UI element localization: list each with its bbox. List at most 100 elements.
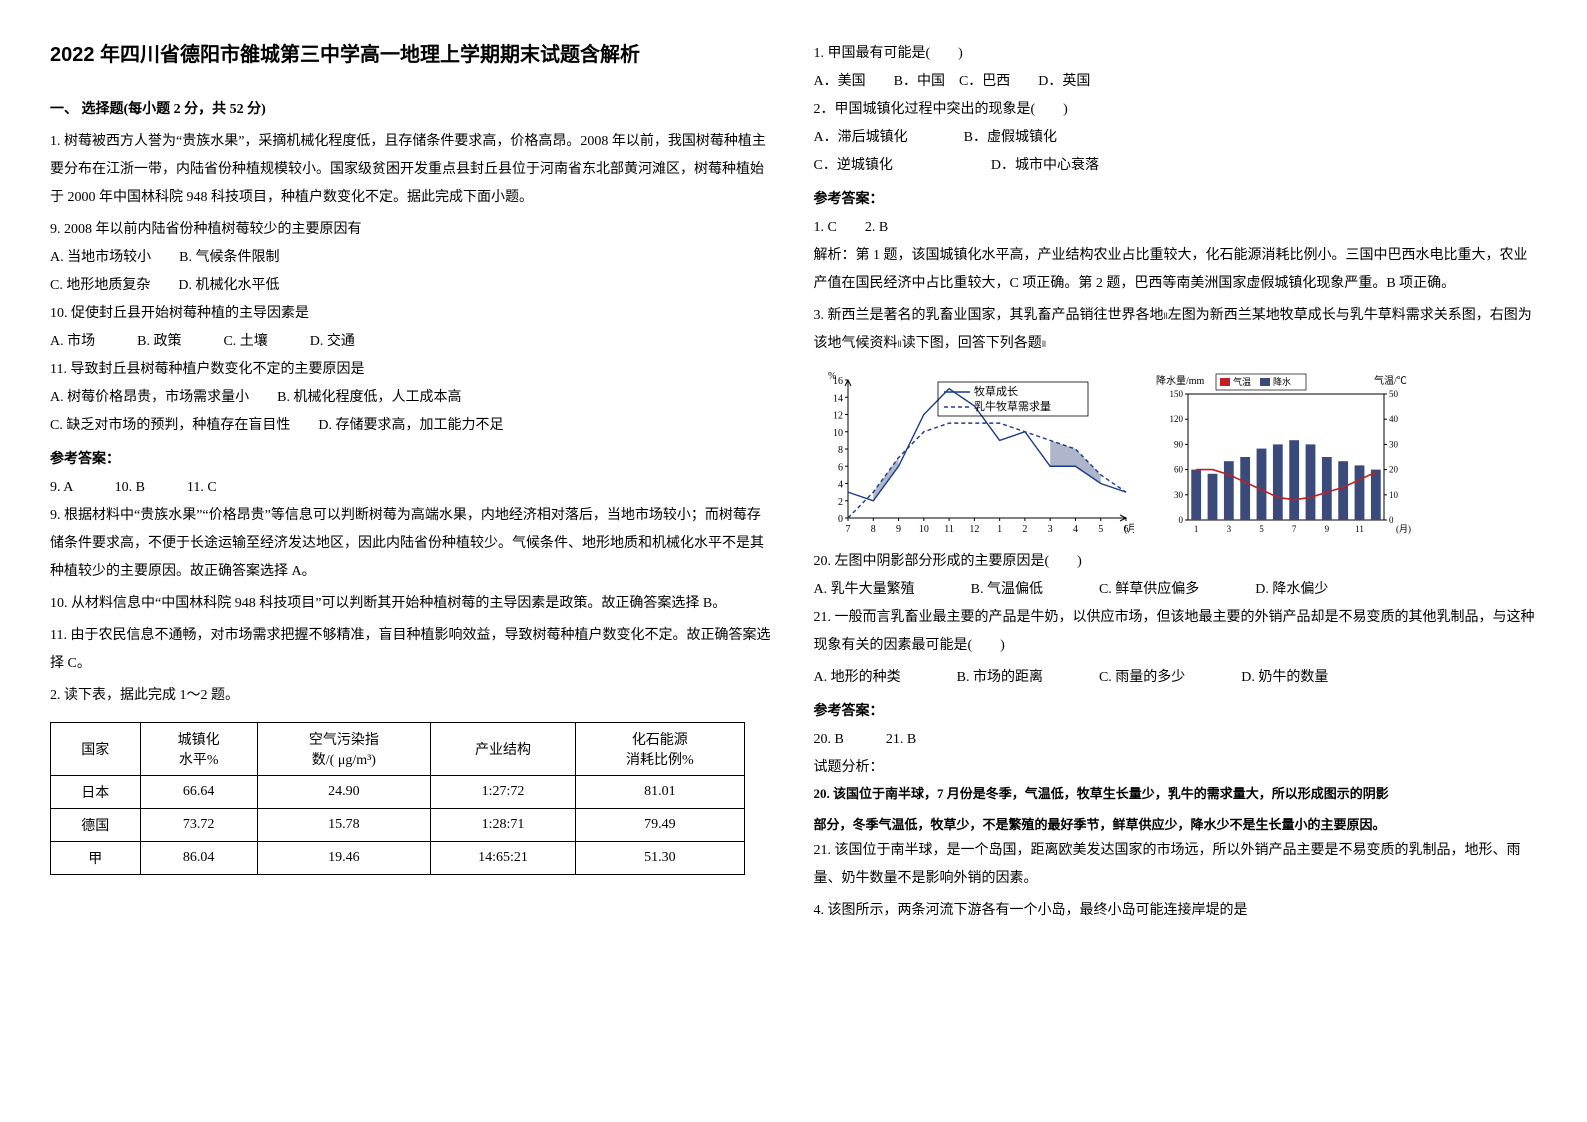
table-cell: 日本	[51, 776, 141, 809]
table-cell: 甲	[51, 842, 141, 875]
svg-text:气温: 气温	[1233, 376, 1251, 387]
q11-stem: 11. 导致封丘县树莓种植户数变化不定的主要原因是	[50, 356, 774, 384]
svg-text:4: 4	[838, 480, 843, 491]
svg-text:气温/℃: 气温/℃	[1374, 374, 1407, 387]
q3-exp20: 20. 该国位于南半球，7 月份是冬季，气温低，牧草生长量少，乳牛的需求量大，所…	[814, 782, 1538, 807]
table-cell: 德国	[51, 809, 141, 842]
q2-intro: 2. 读下表，据此完成 1～2 题。	[50, 682, 774, 710]
table-cell: 15.78	[257, 809, 430, 842]
table-cell: 14:65:21	[430, 842, 575, 875]
q2-sub2-opts2: C．逆城镇化 D．城市中心衰落	[814, 152, 1538, 180]
climate-chart: 0306090120150降水量/mm01020304050气温/℃135791…	[1154, 370, 1414, 540]
q2-sub1-opts: A．美国 B．中国 C．巴西 D．英国	[814, 68, 1538, 96]
page-title: 2022 年四川省德阳市雒城第三中学高一地理上学期期末试题含解析	[50, 40, 774, 70]
svg-text:9: 9	[1324, 524, 1329, 534]
q2-exp: 解析：第 1 题，该国城镇化水平高，产业结构农业占比重较大，化石能源消耗比例小。…	[814, 242, 1538, 298]
svg-text:7: 7	[1291, 524, 1296, 534]
svg-text:3: 3	[1047, 524, 1052, 535]
table-header: 国家	[51, 723, 141, 776]
svg-text:降水量/mm: 降水量/mm	[1156, 374, 1205, 387]
table-row: 德国73.7215.781:28:7179.49	[51, 809, 745, 842]
svg-text:10: 10	[1389, 490, 1399, 500]
svg-text:%: %	[828, 371, 836, 382]
svg-text:(月): (月)	[1396, 524, 1411, 534]
table-cell: 19.46	[257, 842, 430, 875]
table-cell: 86.04	[140, 842, 257, 875]
q2-ans-head: 参考答案：	[814, 186, 1538, 214]
table-cell: 51.30	[576, 842, 744, 875]
q9-opts-b: C. 地形地质复杂 D. 机械化水平低	[50, 272, 774, 300]
q3-ans-head: 参考答案：	[814, 698, 1538, 726]
svg-text:0: 0	[1178, 515, 1183, 525]
table-header: 城镇化水平%	[140, 723, 257, 776]
svg-text:50: 50	[1389, 389, 1399, 399]
q21-stem: 21. 一般而言乳畜业最主要的产品是牛奶，以供应市场，但该地最主要的外销产品却是…	[814, 604, 1538, 660]
q20-stem: 20. 左图中阴影部分形成的主要原因是( )	[814, 548, 1538, 576]
svg-text:3: 3	[1226, 524, 1231, 534]
section-head: 一、 选择题(每小题 2 分，共 52 分)	[50, 98, 774, 118]
svg-text:30: 30	[1389, 439, 1399, 449]
svg-text:7: 7	[845, 524, 850, 535]
q1-exp9: 9. 根据材料中“贵族水果”“价格昂贵”等信息可以判断树莓为高端水果，内地经济相…	[50, 502, 774, 586]
svg-text:90: 90	[1174, 439, 1184, 449]
q11-opts-b: C. 缺乏对市场的预判，种植存在盲目性 D. 存储要求高，加工能力不足	[50, 412, 774, 440]
country-table: 国家城镇化水平%空气污染指数/( μg/m³)产业结构化石能源消耗比例% 日本6…	[50, 722, 745, 875]
q3-intro: 3. 新西兰是著名的乳畜业国家，其乳畜产品销往世界各地။左图为新西兰某地牧草成长…	[814, 302, 1538, 358]
svg-text:1: 1	[1193, 524, 1198, 534]
svg-text:1: 1	[997, 524, 1002, 535]
table-cell: 66.64	[140, 776, 257, 809]
svg-text:120: 120	[1169, 414, 1183, 424]
table-row: 甲86.0419.4614:65:2151.30	[51, 842, 745, 875]
svg-text:12: 12	[969, 524, 979, 535]
svg-text:30: 30	[1174, 490, 1184, 500]
q2-sub2: 2．甲国城镇化过程中突出的现象是( )	[814, 96, 1538, 124]
q9-stem: 9. 2008 年以前内陆省份种植树莓较少的主要原因有	[50, 216, 774, 244]
q11-opts-a: A. 树莓价格昂贵，市场需求量小 B. 机械化程度低，人工成本高	[50, 384, 774, 412]
svg-text:牧草成长: 牧草成长	[974, 384, 1018, 398]
svg-text:150: 150	[1169, 389, 1183, 399]
q1-ans-head: 参考答案：	[50, 446, 774, 474]
svg-text:2: 2	[838, 497, 843, 508]
table-header: 产业结构	[430, 723, 575, 776]
svg-text:11: 11	[1355, 524, 1364, 534]
q1-ans: 9. A 10. B 11. C	[50, 474, 774, 502]
svg-text:40: 40	[1389, 414, 1399, 424]
svg-text:11: 11	[944, 524, 954, 535]
q1-intro: 1. 树莓被西方人誉为“贵族水果”，采摘机械化程度低，且存储条件要求高，价格高昂…	[50, 128, 774, 212]
table-header: 空气污染指数/( μg/m³)	[257, 723, 430, 776]
table-header: 化石能源消耗比例%	[576, 723, 744, 776]
svg-text:5: 5	[1259, 524, 1264, 534]
svg-text:(月): (月)	[1124, 523, 1134, 535]
svg-text:降水: 降水	[1273, 376, 1291, 387]
svg-text:6: 6	[838, 462, 843, 473]
svg-text:9: 9	[896, 524, 901, 535]
svg-text:4: 4	[1072, 524, 1077, 535]
q20-opts: A. 乳牛大量繁殖 B. 气温偏低 C. 鲜草供应偏多 D. 降水偏少	[814, 576, 1538, 604]
table-cell: 1:28:71	[430, 809, 575, 842]
table-cell: 81.01	[576, 776, 744, 809]
q1-exp11: 11. 由于农民信息不通畅，对市场需求把握不够精准，盲目种植影响效益，导致树莓种…	[50, 622, 774, 678]
svg-text:乳牛牧草需求量: 乳牛牧草需求量	[974, 399, 1051, 413]
chart-row: 0246810121416%789101112123456(月)牧草成长乳牛牧草…	[814, 370, 1538, 540]
q4-stem: 4. 该图所示，两条河流下游各有一个小岛，最终小岛可能连接岸堤的是	[814, 897, 1538, 925]
table-row: 日本66.6424.901:27:7281.01	[51, 776, 745, 809]
q2-sub2-opts1: A．滞后城镇化 B．虚假城镇化	[814, 124, 1538, 152]
q2-sub1: 1. 甲国最有可能是( )	[814, 40, 1538, 68]
q3-ans: 20. B 21. B	[814, 726, 1538, 754]
q1-exp10: 10. 从材料信息中“中国林科院 948 科技项目”可以判断其开始种植树莓的主导…	[50, 590, 774, 618]
svg-text:20: 20	[1389, 465, 1399, 475]
svg-text:10: 10	[833, 428, 843, 439]
svg-text:10: 10	[918, 524, 928, 535]
grass-chart: 0246810121416%789101112123456(月)牧草成长乳牛牧草…	[814, 370, 1134, 540]
table-cell: 1:27:72	[430, 776, 575, 809]
table-cell: 24.90	[257, 776, 430, 809]
q10-opts: A. 市场 B. 政策 C. 土壤 D. 交通	[50, 328, 774, 356]
svg-text:8: 8	[838, 445, 843, 456]
q2-ans: 1. C 2. B	[814, 214, 1538, 242]
svg-text:0: 0	[838, 514, 843, 525]
table-cell: 73.72	[140, 809, 257, 842]
q3-exp-head: 试题分析：	[814, 754, 1538, 782]
q3-exp20b: 部分，冬季气温低，牧草少，不是繁殖的最好季节，鲜草供应少，降水少不是生长量小的主…	[814, 813, 1538, 838]
left-column: 2022 年四川省德阳市雒城第三中学高一地理上学期期末试题含解析 一、 选择题(…	[50, 40, 774, 1082]
q21-opts: A. 地形的种类 B. 市场的距离 C. 雨量的多少 D. 奶牛的数量	[814, 664, 1538, 692]
